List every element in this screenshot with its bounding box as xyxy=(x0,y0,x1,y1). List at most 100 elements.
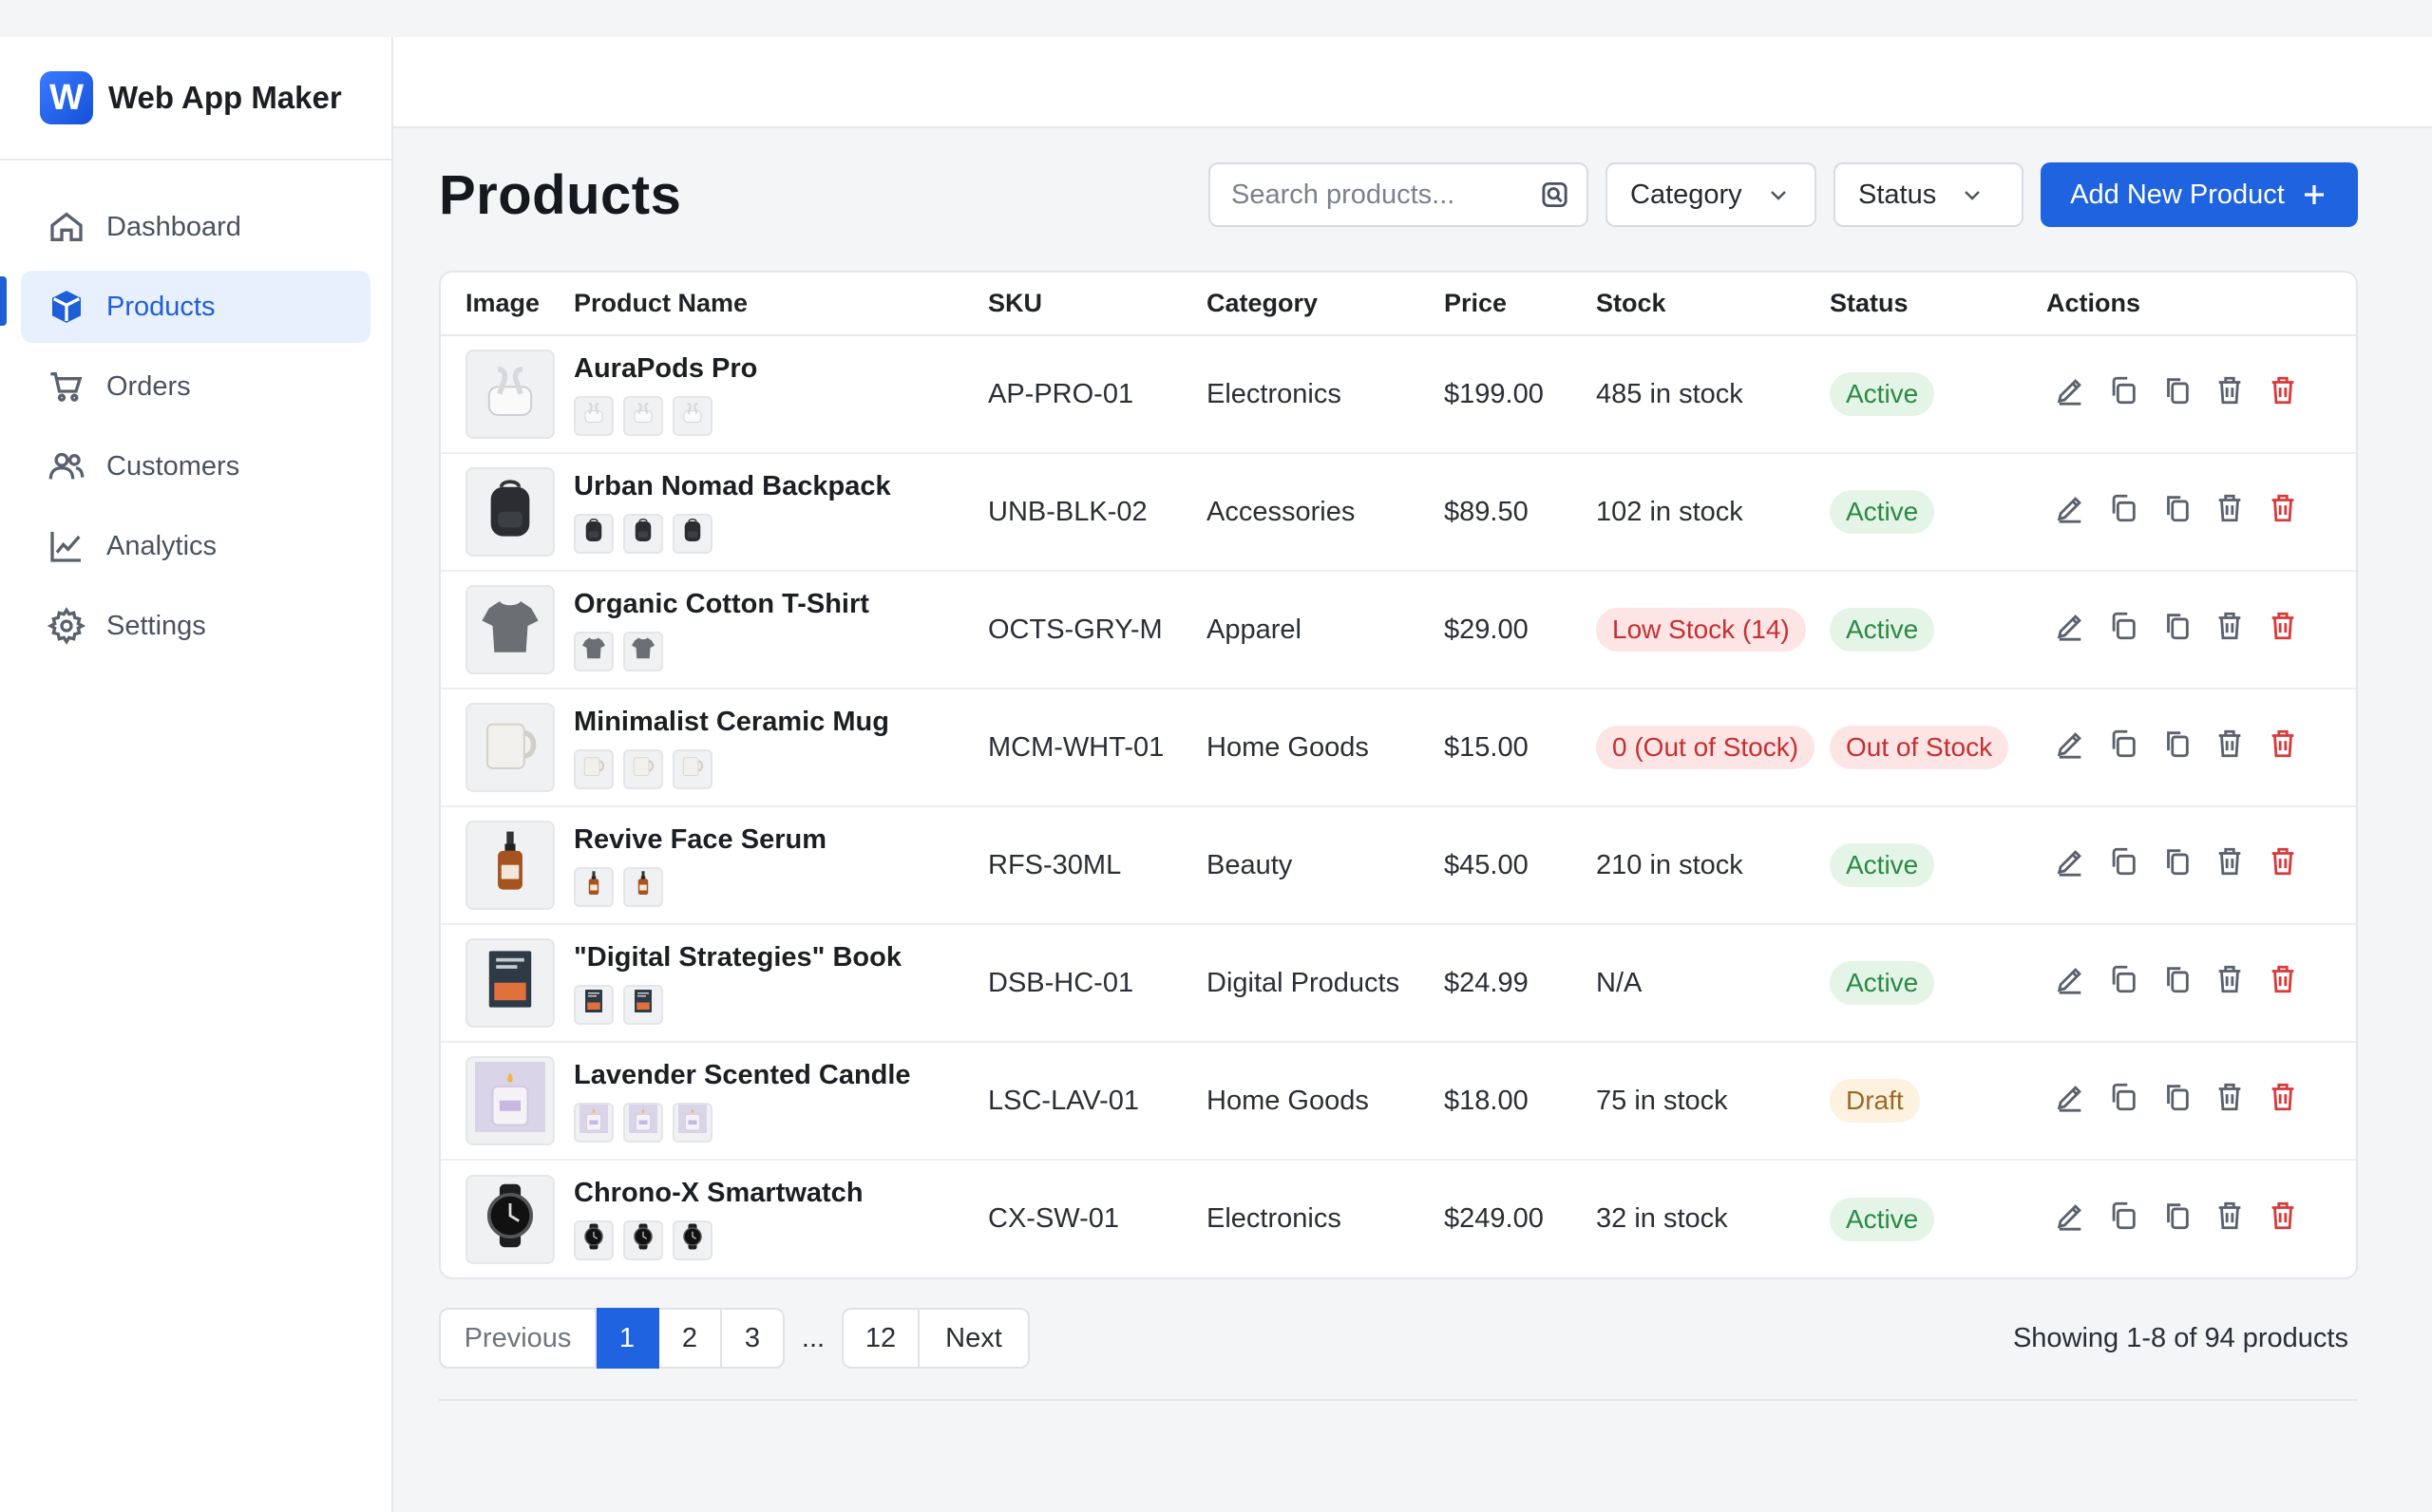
search-icon[interactable] xyxy=(1540,179,1569,211)
page-12-button[interactable]: 12 xyxy=(842,1308,920,1369)
edit-button[interactable] xyxy=(2054,845,2086,885)
variant-thumbnail[interactable] xyxy=(623,513,663,554)
copy-button[interactable] xyxy=(2160,845,2193,885)
variant-thumbnail[interactable] xyxy=(673,748,712,789)
variant-thumbnail[interactable] xyxy=(574,984,614,1025)
delete-red-button[interactable] xyxy=(2267,374,2299,414)
table-row[interactable]: AuraPods Pro AP-PRO-01 Electronics $199.… xyxy=(441,335,2356,454)
delete-button[interactable] xyxy=(2214,374,2246,414)
product-name[interactable]: Minimalist Ceramic Mug xyxy=(574,706,889,737)
product-image[interactable] xyxy=(466,1174,555,1264)
sidebar-item-analytics[interactable]: Analytics xyxy=(21,510,370,582)
delete-button[interactable] xyxy=(2214,728,2246,767)
variant-thumbnail[interactable] xyxy=(623,866,663,907)
edit-button[interactable] xyxy=(2054,610,2086,650)
variant-thumbnail[interactable] xyxy=(623,748,663,789)
edit-button[interactable] xyxy=(2054,1200,2086,1239)
product-image[interactable] xyxy=(466,821,555,910)
copy-button[interactable] xyxy=(2160,610,2193,650)
product-name[interactable]: Revive Face Serum xyxy=(574,823,826,855)
sidebar-item-dashboard[interactable]: Dashboard xyxy=(21,191,370,263)
variant-thumbnail[interactable] xyxy=(673,1220,712,1260)
table-row[interactable]: Lavender Scented Candle LSC-LAV-01 Home … xyxy=(441,1042,2356,1161)
edit-button[interactable] xyxy=(2054,1081,2086,1121)
copy-button[interactable] xyxy=(2160,963,2193,1003)
variant-thumbnail[interactable] xyxy=(623,984,663,1025)
copy-button[interactable] xyxy=(2160,492,2193,532)
variant-thumbnail[interactable] xyxy=(623,631,663,671)
duplicate-button[interactable] xyxy=(2107,492,2139,532)
variant-thumbnail[interactable] xyxy=(574,513,614,554)
copy-button[interactable] xyxy=(2160,728,2193,767)
delete-button[interactable] xyxy=(2214,1200,2246,1239)
duplicate-button[interactable] xyxy=(2107,1200,2139,1239)
sidebar-item-settings[interactable]: Settings xyxy=(21,590,370,662)
table-row[interactable]: Minimalist Ceramic Mug MCM-WHT-01 Home G… xyxy=(441,689,2356,807)
search-box[interactable] xyxy=(1208,162,1588,227)
variant-thumbnail[interactable] xyxy=(673,395,712,436)
variant-thumbnail[interactable] xyxy=(574,1220,614,1260)
previous-page-button[interactable]: Previous xyxy=(439,1308,597,1369)
product-image[interactable] xyxy=(466,585,555,674)
edit-button[interactable] xyxy=(2054,374,2086,414)
variant-thumbnail[interactable] xyxy=(574,748,614,789)
variant-thumbnail[interactable] xyxy=(574,395,614,436)
variant-thumbnail[interactable] xyxy=(623,395,663,436)
product-name[interactable]: AuraPods Pro xyxy=(574,352,758,384)
delete-red-button[interactable] xyxy=(2267,845,2299,885)
product-image[interactable] xyxy=(466,938,555,1028)
product-image[interactable] xyxy=(466,467,555,557)
category-filter[interactable]: Category xyxy=(1606,162,1816,227)
page-2-button[interactable]: 2 xyxy=(659,1308,722,1369)
edit-button[interactable] xyxy=(2054,492,2086,532)
delete-red-button[interactable] xyxy=(2267,963,2299,1003)
product-image[interactable] xyxy=(466,1056,555,1145)
duplicate-button[interactable] xyxy=(2107,728,2139,767)
product-name[interactable]: "Digital Strategies" Book xyxy=(574,941,902,973)
duplicate-button[interactable] xyxy=(2107,845,2139,885)
copy-button[interactable] xyxy=(2160,1200,2193,1239)
delete-button[interactable] xyxy=(2214,1081,2246,1121)
delete-button[interactable] xyxy=(2214,845,2246,885)
delete-button[interactable] xyxy=(2214,492,2246,532)
delete-red-button[interactable] xyxy=(2267,492,2299,532)
table-row[interactable]: Urban Nomad Backpack UNB-BLK-02 Accessor… xyxy=(441,453,2356,572)
product-image[interactable] xyxy=(466,703,555,792)
variant-thumbnail[interactable] xyxy=(673,1102,712,1143)
table-row[interactable]: Chrono-X Smartwatch CX-SW-01 Electronics… xyxy=(441,1160,2356,1277)
product-name[interactable]: Urban Nomad Backpack xyxy=(574,470,891,501)
table-row[interactable]: "Digital Strategies" Book DSB-HC-01 Digi… xyxy=(441,924,2356,1043)
edit-button[interactable] xyxy=(2054,963,2086,1003)
duplicate-button[interactable] xyxy=(2107,1081,2139,1121)
sidebar-item-customers[interactable]: Customers xyxy=(21,430,370,502)
search-input[interactable] xyxy=(1231,179,1540,211)
sidebar-item-products[interactable]: Products xyxy=(0,271,370,343)
duplicate-button[interactable] xyxy=(2107,963,2139,1003)
variant-thumbnail[interactable] xyxy=(574,631,614,671)
copy-button[interactable] xyxy=(2160,1081,2193,1121)
variant-thumbnail[interactable] xyxy=(623,1220,663,1260)
variant-thumbnail[interactable] xyxy=(574,1102,614,1143)
delete-red-button[interactable] xyxy=(2267,728,2299,767)
duplicate-button[interactable] xyxy=(2107,610,2139,650)
variant-thumbnail[interactable] xyxy=(623,1102,663,1143)
status-filter[interactable]: Status xyxy=(1834,162,2024,227)
next-page-button[interactable]: Next xyxy=(920,1308,1030,1369)
table-row[interactable]: Revive Face Serum RFS-30ML Beauty $45.00… xyxy=(441,806,2356,925)
delete-button[interactable] xyxy=(2214,963,2246,1003)
page-1-button[interactable]: 1 xyxy=(597,1308,659,1369)
variant-thumbnail[interactable] xyxy=(574,866,614,907)
product-image[interactable] xyxy=(466,350,555,439)
add-new-product-button[interactable]: Add New Product xyxy=(2041,162,2358,227)
table-row[interactable]: Organic Cotton T-Shirt OCTS-GRY-M Appare… xyxy=(441,571,2356,690)
sidebar-item-orders[interactable]: Orders xyxy=(21,350,370,423)
delete-red-button[interactable] xyxy=(2267,1200,2299,1239)
page-3-button[interactable]: 3 xyxy=(722,1308,785,1369)
product-name[interactable]: Chrono-X Smartwatch xyxy=(574,1178,864,1208)
delete-red-button[interactable] xyxy=(2267,1081,2299,1121)
edit-button[interactable] xyxy=(2054,728,2086,767)
delete-button[interactable] xyxy=(2214,610,2246,650)
copy-button[interactable] xyxy=(2160,374,2193,414)
duplicate-button[interactable] xyxy=(2107,374,2139,414)
product-name[interactable]: Lavender Scented Candle xyxy=(574,1059,911,1090)
